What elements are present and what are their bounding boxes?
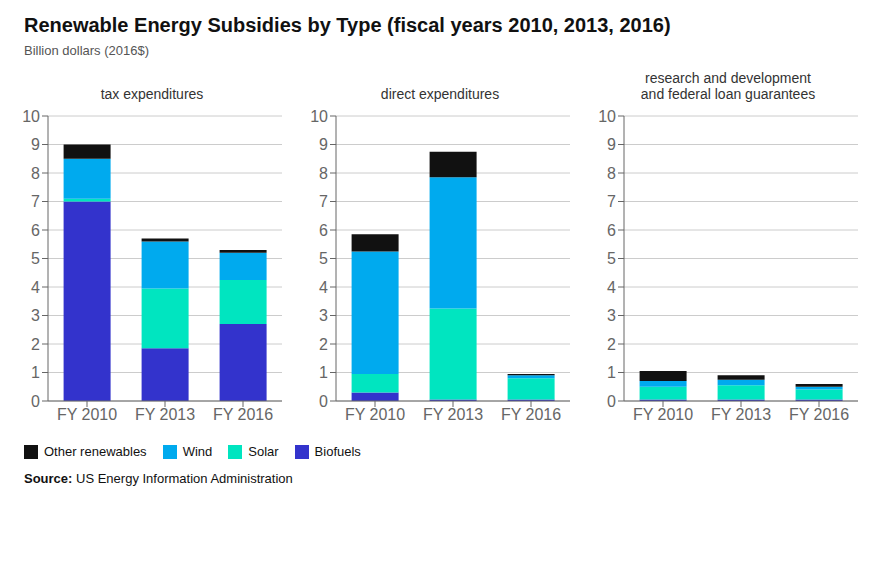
svg-text:10: 10	[310, 108, 328, 125]
svg-text:9: 9	[319, 136, 328, 153]
svg-text:9: 9	[607, 136, 616, 153]
svg-text:2: 2	[607, 336, 616, 353]
svg-text:7: 7	[31, 193, 40, 210]
svg-text:0: 0	[31, 393, 40, 410]
svg-text:6: 6	[607, 222, 616, 239]
svg-text:1: 1	[31, 364, 40, 381]
svg-text:4: 4	[319, 279, 328, 296]
svg-text:1: 1	[607, 364, 616, 381]
svg-text:10: 10	[22, 108, 40, 125]
html-text:Billion dollars (2016$): Billion dollars (2016$)	[24, 43, 149, 58]
svg-text:FY 2010: FY 2010	[633, 406, 693, 423]
svg-text:4: 4	[607, 279, 616, 296]
html-text:tax expenditures: tax expenditures	[100, 86, 204, 102]
svg-text:8: 8	[31, 165, 40, 182]
svg-text:8: 8	[607, 165, 616, 182]
svg-text:5: 5	[319, 250, 328, 267]
svg-text:6: 6	[31, 222, 40, 239]
svg-text:7: 7	[319, 193, 328, 210]
svg-text:2: 2	[31, 336, 40, 353]
svg-text:7: 7	[607, 193, 616, 210]
svg-text:0: 0	[319, 393, 328, 410]
svg-text:FY 2013: FY 2013	[423, 406, 483, 423]
html-text:Source: US Energy Information: Source: US Energy Information Administra…	[24, 471, 293, 486]
html-text:Biofuels: Biofuels	[314, 444, 361, 459]
svg-text:FY 2016: FY 2016	[213, 406, 273, 423]
svg-text:6: 6	[319, 222, 328, 239]
svg-text:9: 9	[31, 136, 40, 153]
svg-text:2: 2	[319, 336, 328, 353]
svg-text:5: 5	[31, 250, 40, 267]
svg-text:FY 2013: FY 2013	[711, 406, 771, 423]
svg-text:3: 3	[607, 307, 616, 324]
html-text:direct expenditures: direct expenditures	[380, 86, 500, 102]
svg-text:3: 3	[319, 307, 328, 324]
svg-text:0: 0	[607, 393, 616, 410]
svg-text:FY 2013: FY 2013	[135, 406, 195, 423]
html-text:Wind: Wind	[182, 444, 213, 459]
svg-text:FY 2010: FY 2010	[57, 406, 117, 423]
svg-text:FY 2010: FY 2010	[345, 406, 405, 423]
html-text:Renewable Energy Subsidies by: Renewable Energy Subsidies by Type (fisc…	[24, 14, 671, 36]
svg-text:5: 5	[607, 250, 616, 267]
svg-text:8: 8	[319, 165, 328, 182]
html-text:Other renewables: Other renewables	[44, 444, 147, 459]
svg-text:FY 2016: FY 2016	[789, 406, 849, 423]
html-text:Solar: Solar	[248, 444, 279, 459]
svg-text:1: 1	[319, 364, 328, 381]
html-text:research and development and f: research and development and federal loa…	[640, 70, 816, 102]
svg-text:FY 2016: FY 2016	[501, 406, 561, 423]
svg-text:4: 4	[31, 279, 40, 296]
svg-text:10: 10	[598, 108, 616, 125]
svg-text:3: 3	[31, 307, 40, 324]
